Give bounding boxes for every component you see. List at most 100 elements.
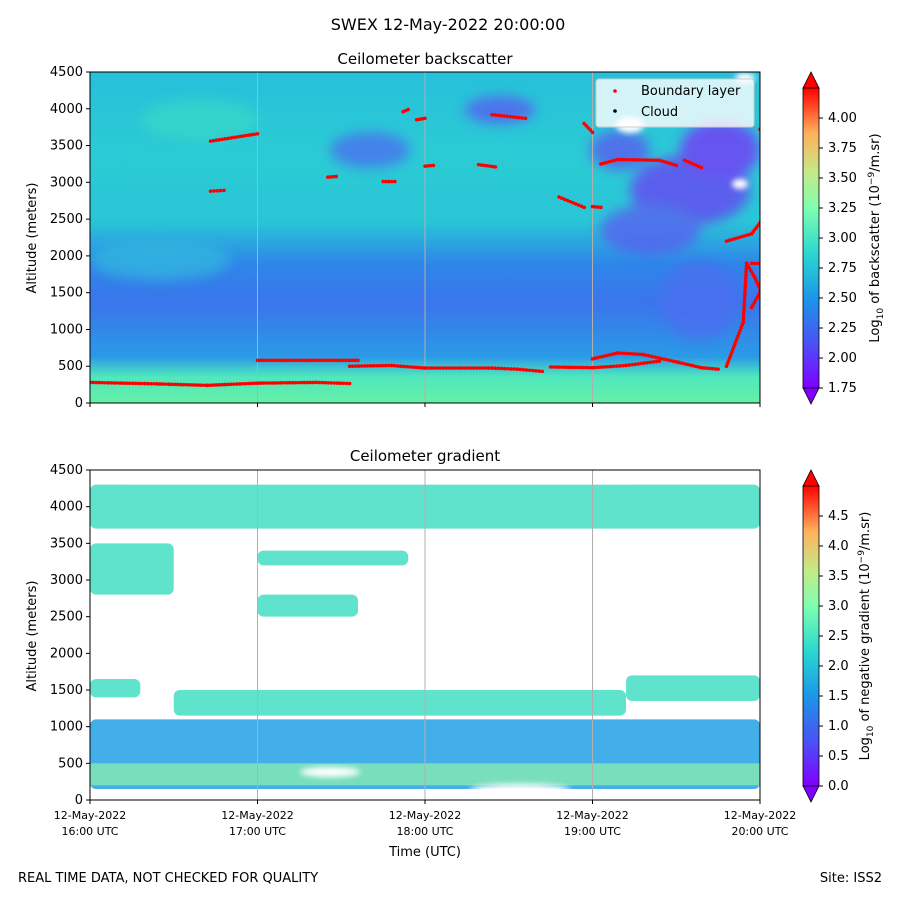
boundary-layer-point: [285, 358, 289, 363]
boundary-layer-point: [246, 133, 251, 137]
boundary-layer-point: [596, 205, 600, 209]
boundary-layer-point: [297, 358, 301, 363]
boundary-layer-point: [326, 358, 331, 363]
boundary-layer-point: [291, 358, 295, 363]
boundary-layer-point: [743, 284, 748, 289]
x-tick-label-time: 19:00 UTC: [564, 825, 621, 838]
boundary-layer-point: [109, 381, 114, 385]
boundary-layer-point: [429, 366, 433, 370]
boundary-layer-point: [290, 380, 295, 385]
colorbar-tick-label: 4.5: [828, 509, 849, 524]
gradient-layer: [257, 550, 409, 566]
gradient-heatmap: [90, 470, 760, 800]
boundary-layer-point: [217, 137, 222, 142]
boundary-layer-point: [734, 339, 738, 344]
boundary-layer-point: [423, 116, 427, 121]
boundary-layer-point: [674, 163, 679, 168]
boundary-layer-point: [106, 381, 111, 385]
boundary-layer-point: [387, 179, 391, 184]
boundary-layer-point: [323, 358, 328, 363]
boundary-layer-point: [590, 130, 595, 135]
boundary-layer-point: [766, 264, 770, 268]
boundary-layer-point: [237, 382, 242, 386]
boundary-layer-point: [742, 308, 746, 313]
colorbar-tick-label: 4.00: [828, 111, 857, 126]
boundary-layer-point: [693, 163, 698, 167]
boundary-layer-point: [762, 276, 766, 280]
boundary-layer-point: [243, 381, 248, 386]
boundary-layer-point: [279, 358, 283, 363]
boundary-layer-point: [347, 381, 352, 386]
boundary-layer-point: [624, 157, 629, 162]
boundary-layer-point: [593, 356, 598, 361]
boundary-layer-point: [774, 220, 778, 224]
boundary-layer-point: [365, 364, 370, 368]
boundary-layer-point: [654, 158, 659, 163]
boundary-layer-point: [770, 276, 774, 280]
boundary-layer-point: [633, 362, 637, 367]
boundary-layer-point: [761, 221, 765, 225]
boundary-layer-point: [563, 365, 568, 370]
boundary-layer-point: [724, 239, 729, 243]
boundary-layer-point: [97, 380, 101, 385]
legend-marker-boundary-layer: [613, 89, 617, 93]
boundary-layer-point: [335, 381, 340, 385]
boundary-layer-point: [630, 157, 635, 162]
boundary-layer-point: [771, 281, 775, 285]
boundary-layer-point: [627, 157, 632, 162]
boundary-layer-point: [735, 236, 740, 240]
y-tick-label: 2500: [50, 610, 83, 625]
boundary-layer-point: [716, 367, 720, 371]
boundary-layer-point: [688, 363, 693, 367]
boundary-layer-point: [765, 267, 769, 271]
boundary-layer-point: [537, 369, 541, 373]
boundary-layer-point: [232, 382, 236, 386]
boundary-layer-point: [742, 293, 747, 298]
boundary-layer-point: [393, 179, 397, 184]
boundary-layer-point: [764, 270, 768, 274]
boundary-layer-point: [743, 282, 748, 286]
boundary-layer-point: [332, 381, 337, 385]
boundary-layer-point: [636, 362, 640, 366]
boundary-layer-point: [762, 279, 766, 283]
boundary-layer-point: [279, 381, 283, 385]
x-tick-label-date: 12-May-2022: [556, 809, 628, 822]
boundary-layer-point: [682, 158, 687, 163]
boundary-layer-point: [398, 364, 403, 368]
boundary-layer-point: [199, 383, 204, 387]
boundary-layer-point: [618, 157, 623, 162]
boundary-layer-point: [468, 366, 473, 370]
boundary-layer-point: [136, 381, 141, 386]
boundary-layer-point: [456, 366, 461, 370]
boundary-layer-point: [493, 113, 497, 117]
boundary-layer-point: [639, 361, 644, 366]
boundary-layer-point: [743, 279, 748, 283]
boundary-layer-point: [578, 365, 583, 370]
boundary-layer-point: [435, 366, 439, 370]
boundary-layer-point: [663, 160, 667, 164]
boundary-layer-point: [780, 313, 784, 317]
boundary-layer-point: [677, 360, 681, 365]
boundary-layer-point: [428, 163, 433, 168]
legend-marker-cloud: [613, 109, 617, 113]
boundary-layer-point: [356, 364, 361, 368]
boundary-layer-point: [214, 383, 218, 387]
boundary-layer-point: [761, 128, 765, 132]
boundary-layer-point: [744, 273, 748, 277]
boundary-layer-point: [208, 139, 213, 143]
boundary-layer-point: [328, 175, 333, 179]
y-tick-label: 2000: [50, 249, 83, 264]
boundary-layer-point: [490, 112, 494, 117]
boundary-layer-point: [377, 363, 382, 368]
boundary-layer-point: [300, 358, 304, 363]
colorbar-tick-label: 2.5: [828, 629, 849, 644]
colorbar-tick-label: 3.5: [828, 569, 849, 584]
gradient-layer: [626, 675, 760, 701]
boundary-layer-point: [241, 134, 245, 138]
boundary-layer-point: [749, 261, 754, 266]
boundary-layer-point: [447, 366, 452, 370]
boundary-layer-point: [112, 381, 117, 385]
boundary-layer-point: [255, 131, 260, 136]
boundary-layer-point: [499, 113, 503, 118]
boundary-layer-point: [502, 114, 506, 118]
